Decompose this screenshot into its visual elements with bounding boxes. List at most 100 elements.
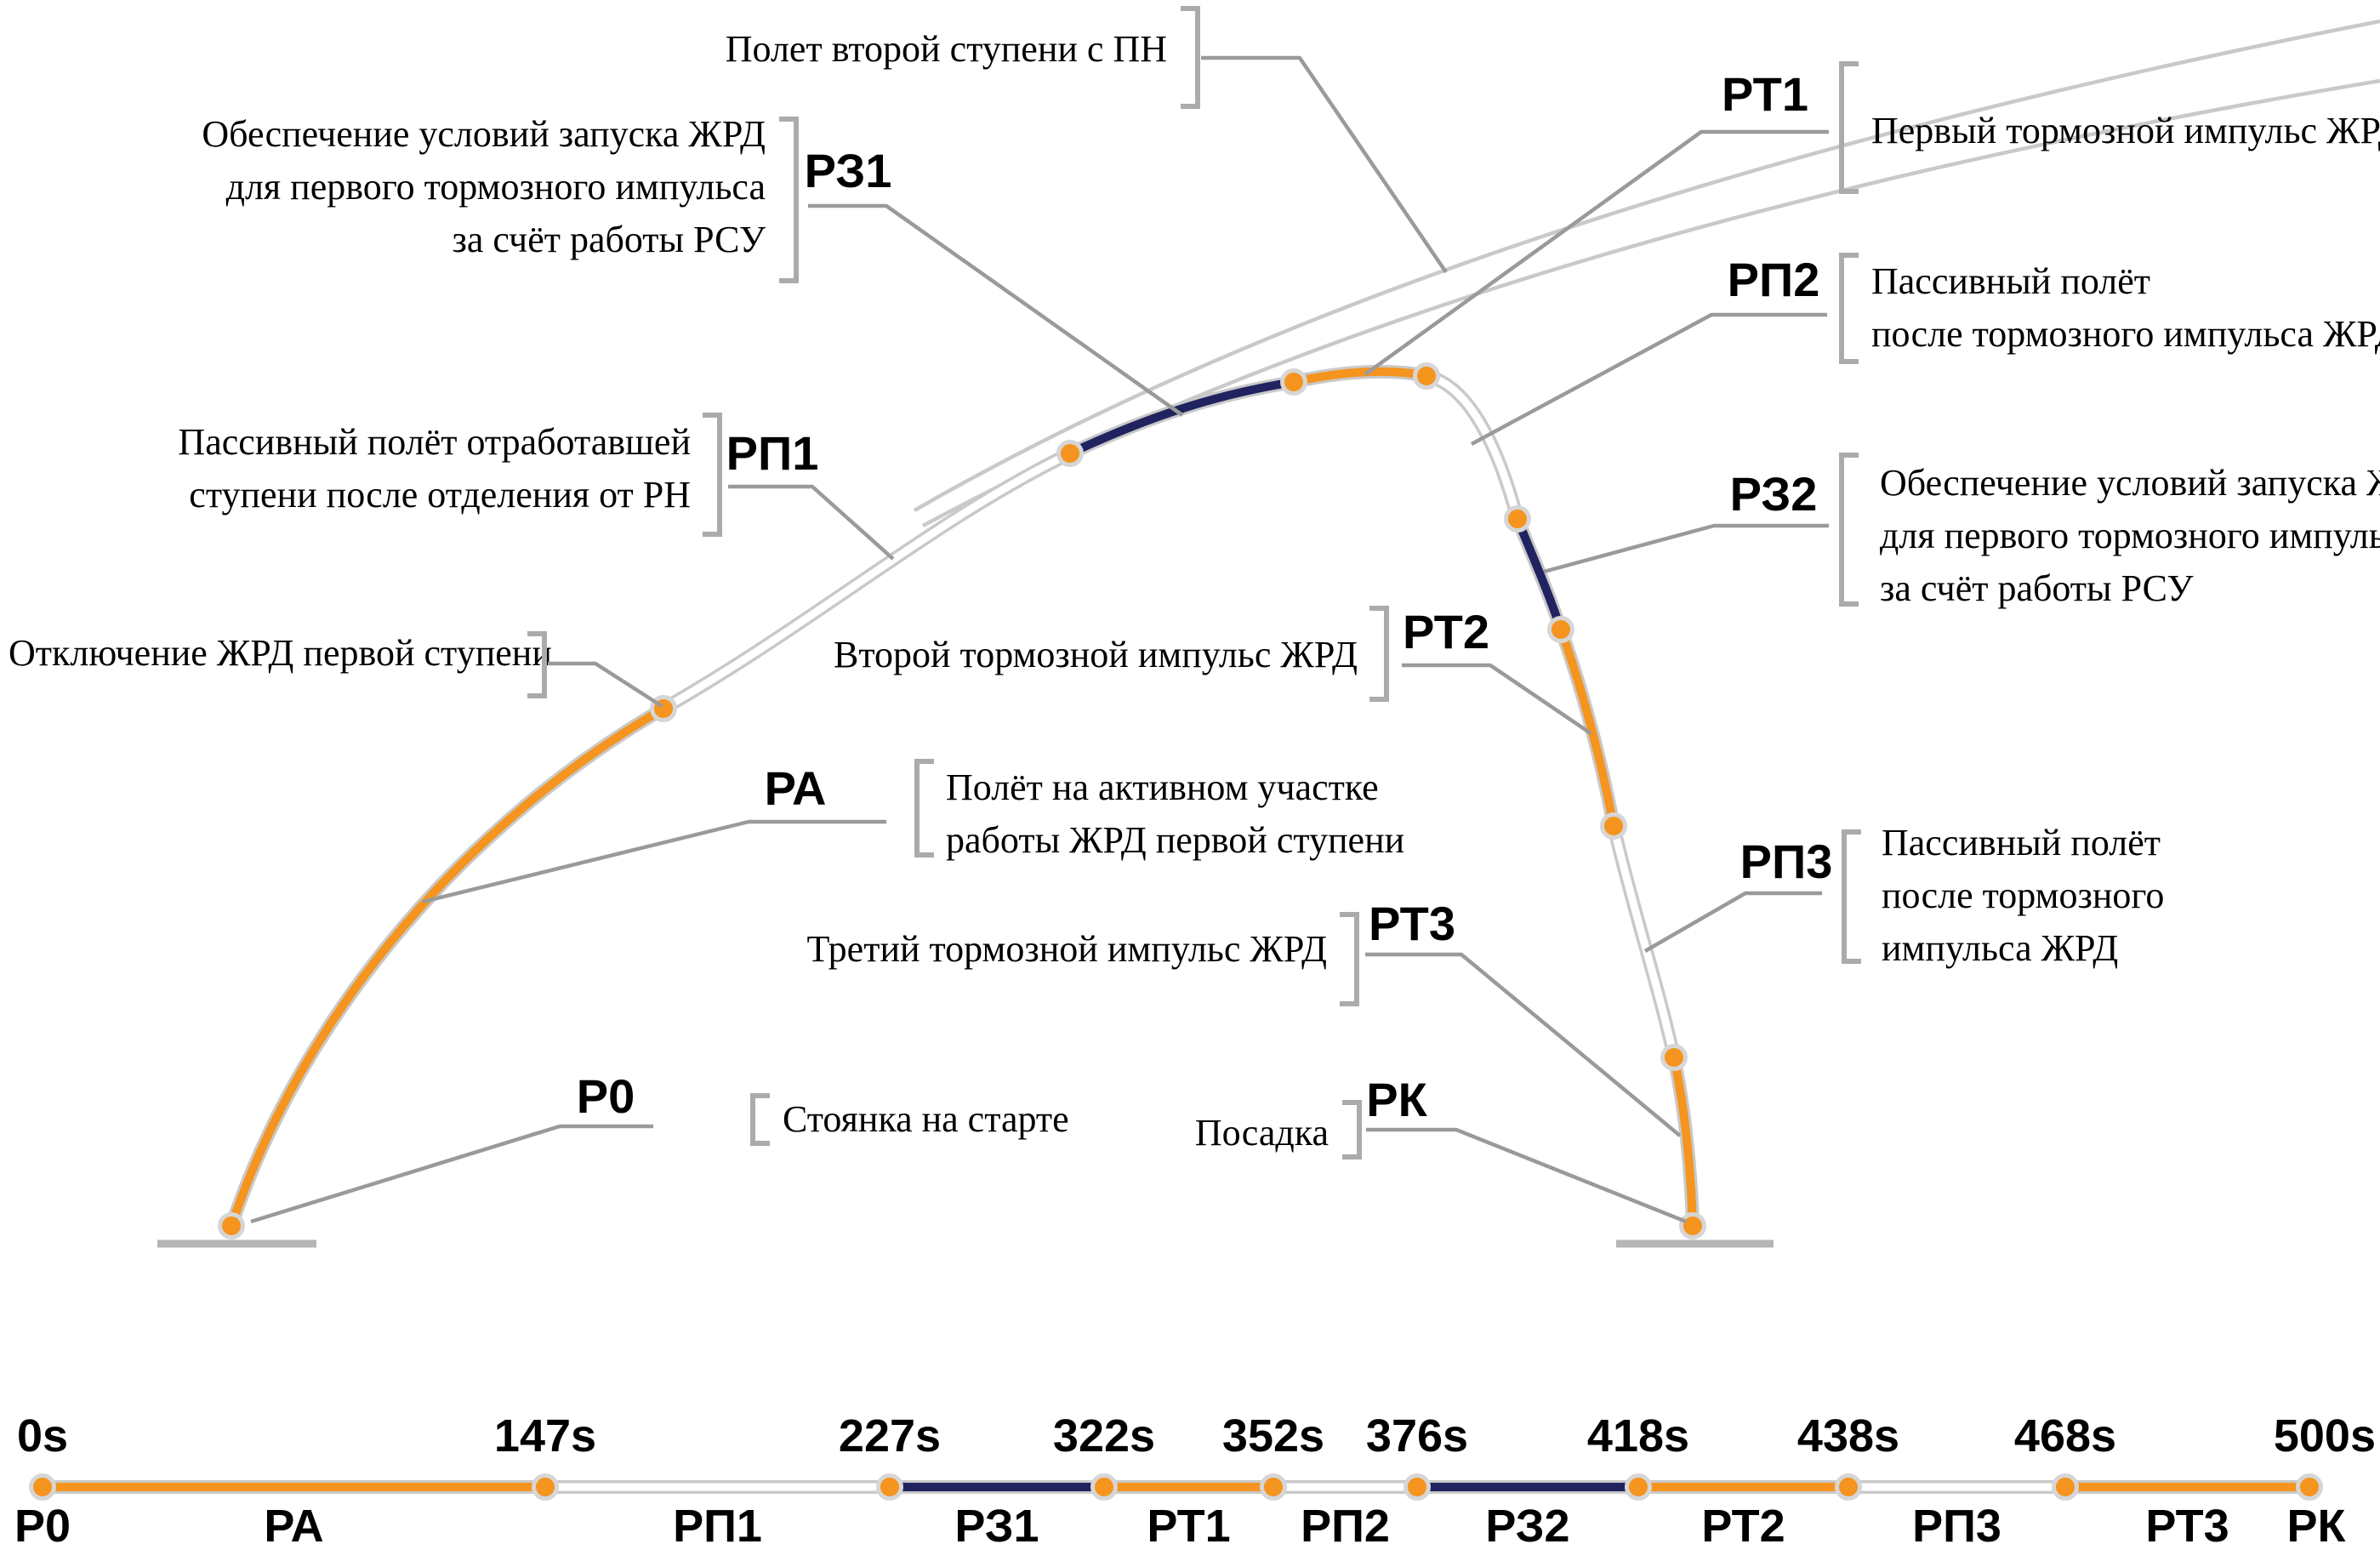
timeline-tick-label-227s: 227s (839, 1410, 941, 1461)
timeline: РА РП1 РЗ1 РТ1 РП2 РЗ2 РТ2 РП3 РТ3 0s 147s 227s 322s… (14, 1410, 2376, 1544)
timeline-tick-dot-227s (876, 1473, 903, 1501)
ra-label-line1: Полёт на активном участке (946, 766, 1379, 808)
annotation-rt1: РТ1 Первый тормозной импульс ЖРД (1364, 61, 2380, 376)
rp2-label-line2: после тормозного импульса ЖРД (1871, 313, 2380, 355)
timeline-tick-label-418s: 418s (1587, 1410, 1689, 1461)
bracket-right (1369, 606, 1389, 702)
trajectory-phase-ra (227, 704, 666, 1228)
phase-code-rz1: РЗ1 (805, 144, 892, 197)
node-launch (218, 1212, 245, 1239)
trajectory-phase-rz2 (1513, 517, 1565, 631)
bracket-left (1842, 829, 1861, 964)
timeline-phase-label-РЗ1: РЗ1 (954, 1501, 1039, 1544)
r0-label: Стоянка на старте (783, 1098, 1069, 1140)
leader-line (548, 661, 663, 708)
timeline-tick-dot-147s (532, 1473, 559, 1501)
timeline-phase-label-РП1: РП1 (673, 1501, 762, 1544)
trajectory (218, 362, 1706, 1239)
leader-line (250, 1124, 653, 1224)
phase-code-rp3: РП3 (1740, 835, 1833, 888)
timeline-tick-dot-438s (1835, 1473, 1862, 1501)
timeline-tick-dot-0s (29, 1473, 56, 1501)
rz1-label-line2: для первого тормозного импульса (226, 166, 766, 208)
leader-line (808, 203, 1184, 417)
leader-line (728, 484, 895, 561)
annotation-rt3: Третий тормозной импульс ЖРД РТ3 (806, 897, 1682, 1137)
annotation-cutoff: Отключение ЖРД первой ступени (9, 631, 663, 708)
phase-code-rk: РК (1366, 1073, 1427, 1126)
phase-code-rt3: РТ3 (1369, 897, 1455, 950)
annotation-rp2: РП2 Пассивный полёт после тормозного имп… (1470, 253, 2380, 446)
trajectory-phase-rt2 (1557, 628, 1618, 827)
rt3-label: Третий тормозной импульс ЖРД (806, 928, 1327, 970)
rz1-label-line1: Обеспечение условий запуска ЖРД (202, 113, 766, 155)
timeline-tick-dot-352s (1260, 1473, 1287, 1501)
annotation-rz1: Обеспечение условий запуска ЖРД для перв… (202, 113, 1184, 417)
annotation-second-stage: Полет второй ступени с ПН (726, 6, 1448, 274)
bracket-left (750, 1093, 770, 1146)
rp3-label-line1: Пассивный полёт (1882, 822, 2161, 863)
leader-line (1366, 1127, 1687, 1224)
annotation-rk: Посадка РК (1195, 1073, 1687, 1224)
bracket-right (1342, 1100, 1362, 1159)
trajectory-phase-rt3 (1670, 1056, 1697, 1227)
phase-code-rt2: РТ2 (1403, 605, 1489, 658)
timeline-tick-label-0s: 0s (17, 1410, 68, 1461)
timeline-phase-label-РК: РК (2287, 1501, 2347, 1544)
annotation-rt2: Второй тормозной импульс ЖРД РТ2 (834, 605, 1592, 735)
timeline-tick-label-147s: 147s (494, 1410, 596, 1461)
bracket-left (1839, 453, 1859, 607)
rz2-label-line1: Обеспечение условий запуска ЖРД (1880, 462, 2380, 504)
annotation-rp1: Пассивный полёт отработавшей ступени пос… (178, 413, 895, 561)
timeline-tick-dot-322s (1090, 1473, 1118, 1501)
timeline-tick-dot-500s (2296, 1473, 2323, 1501)
phase-code-rp1: РП1 (726, 426, 819, 480)
timeline-phase-label-РТ1: РТ1 (1147, 1501, 1230, 1544)
rp3-label-line2: после тормозного (1882, 875, 2164, 916)
bracket-left (914, 759, 934, 857)
phase-code-rz2: РЗ2 (1730, 467, 1818, 521)
timeline-phase-label-РА: РА (264, 1501, 323, 1544)
annotation-rz2: РЗ2 Обеспечение условий запуска ЖРД для … (1543, 453, 2380, 609)
timeline-tick-label-500s: 500s (2274, 1410, 2376, 1461)
node-rt2-end (1600, 812, 1627, 840)
timeline-tick-label-468s: 468s (2014, 1410, 2116, 1461)
leader-line (1543, 523, 1829, 574)
timeline-phase-label-РП2: РП2 (1301, 1501, 1390, 1544)
phase-code-rp2: РП2 (1728, 253, 1820, 306)
timeline-phase-label-РТ3: РТ3 (2145, 1501, 2229, 1544)
timeline-phase-label-РЗ2: РЗ2 (1485, 1501, 1569, 1544)
timeline-phase-label-РТ2: РТ2 (1701, 1501, 1785, 1544)
node-rt1-end (1413, 362, 1440, 390)
phase-code-r0: Р0 (577, 1069, 635, 1123)
annotation-ra: РА Полёт на активном участке работы ЖРД … (422, 759, 1404, 904)
node-rt2-start (1547, 616, 1574, 643)
timeline-tick-label-352s: 352s (1222, 1410, 1324, 1461)
leader-line (1643, 891, 1822, 953)
annotation-rp3: РП3 Пассивный полёт после тормозного имп… (1643, 822, 2164, 969)
bracket-right (703, 413, 722, 537)
leader-line (1402, 663, 1592, 735)
rk-label: Посадка (1195, 1112, 1329, 1154)
timeline-tick-label-376s: 376s (1366, 1410, 1468, 1461)
bracket-right (779, 117, 799, 283)
bracket-right (1181, 6, 1200, 109)
timeline-tick-label-322s: 322s (1053, 1410, 1155, 1461)
cutoff-label: Отключение ЖРД первой ступени (9, 632, 552, 674)
bracket-left (1839, 61, 1859, 194)
node-rz2-start (1504, 505, 1531, 533)
bracket-left (1839, 253, 1859, 364)
bracket-right (1340, 912, 1359, 1006)
phase-code-rt1: РТ1 (1722, 67, 1808, 121)
leader-line (1201, 55, 1448, 274)
node-landing (1679, 1212, 1706, 1239)
phase-code-ra: РА (765, 761, 827, 815)
rp2-label-line1: Пассивный полёт (1871, 260, 2150, 302)
annotation-r0: Р0 Стоянка на старте (250, 1069, 1069, 1224)
node-rt3-start (1660, 1044, 1688, 1071)
timeline-phase-label-РП3: РП3 (1912, 1501, 2001, 1544)
leader-line (1365, 952, 1682, 1137)
leader-line (1364, 129, 1829, 376)
ra-label-line2: работы ЖРД первой ступени (946, 819, 1404, 861)
leader-line (1470, 312, 1827, 446)
